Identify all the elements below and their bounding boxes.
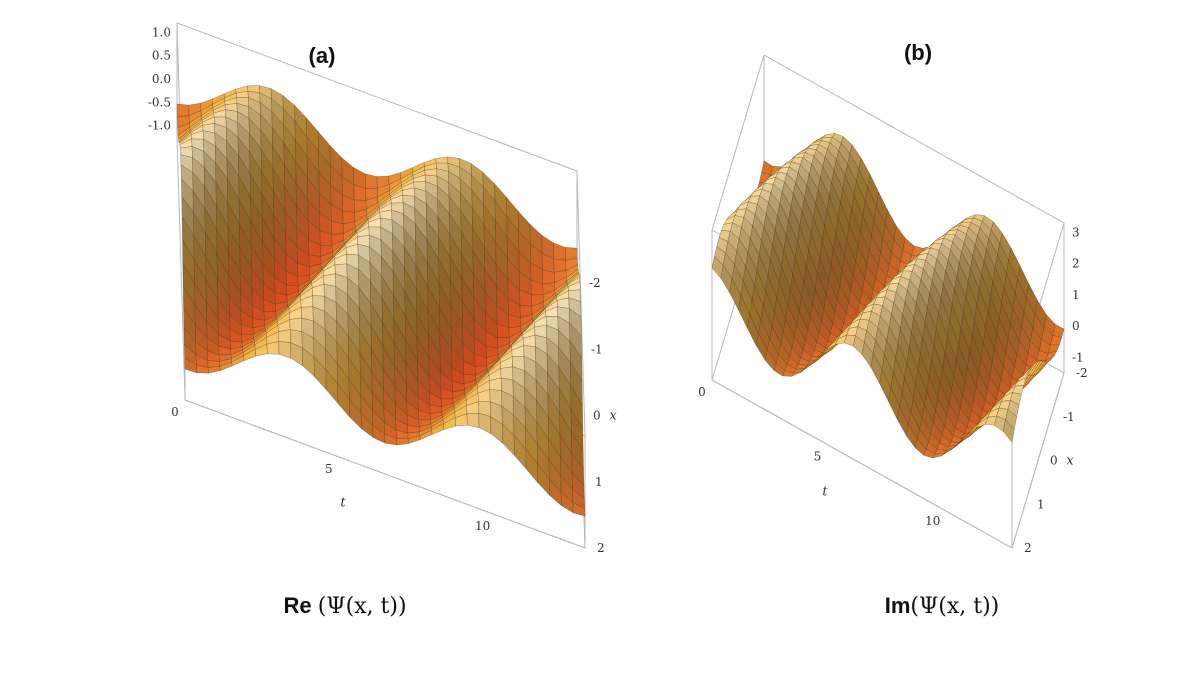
t-tick-label: 5 — [814, 450, 822, 464]
surface-plot-real-part: 0 5 10 -2 -1 0 1 2 1.0 0.5 0.0 -0.5 -1.0 t x — [148, 22, 617, 555]
box-edge-front — [184, 399, 586, 549]
box-edge — [576, 170, 586, 437]
axis-ticks: 0 5 10 -2 -1 0 1 2 -1 0 1 2 3 t x — [698, 225, 1088, 555]
box-edge — [176, 22, 578, 172]
surface-patch — [466, 412, 480, 428]
surface-patch — [435, 156, 449, 164]
box-edge — [176, 134, 186, 401]
box-edge-front — [1011, 372, 1065, 549]
caption-imaginary-part: Im(Ψ(x, t)) — [885, 593, 1000, 619]
box-edge-front — [711, 379, 1013, 549]
z-tick-label: 1 — [1072, 288, 1080, 302]
z-tick-label: 0 — [1072, 319, 1080, 333]
x-axis-label: x — [1066, 454, 1074, 469]
t-axis-label: t — [822, 485, 828, 500]
t-tick-label: 10 — [925, 514, 940, 528]
box-edge — [763, 54, 1065, 224]
z-tick-label: 2 — [1072, 257, 1080, 271]
t-tick-label: 5 — [325, 462, 333, 476]
surface-patch — [365, 173, 378, 189]
surface-patch — [542, 269, 555, 285]
surface-patch — [289, 317, 303, 332]
z-tick-label: 1.0 — [152, 25, 171, 39]
caption-real-prefix: Re — [283, 593, 317, 618]
surface-patch — [553, 258, 567, 273]
t-tick-label: 0 — [698, 385, 706, 399]
panel-a-label: (a) — [309, 43, 336, 68]
surface-patch — [478, 412, 492, 435]
surface-patch — [553, 242, 566, 261]
surface-plot-imaginary-part: 0 5 10 -2 -1 0 1 2 -1 0 1 2 3 t x — [698, 54, 1088, 555]
t-tick-label: 0 — [171, 405, 179, 419]
z-tick-label: -0.5 — [148, 95, 171, 109]
box-edge — [711, 54, 765, 231]
t-tick-label: 10 — [475, 519, 490, 533]
surface-patch — [278, 341, 292, 359]
surface-patch — [572, 502, 586, 517]
x-tick-label: 2 — [1024, 541, 1032, 555]
x-axis-label: x — [609, 409, 617, 424]
surface-patch — [278, 329, 291, 343]
axis-ticks: 0 5 10 -2 -1 0 1 2 1.0 0.5 0.0 -0.5 -1.0 t x — [148, 25, 617, 555]
caption-imaginary-math: (Ψ(x, t)) — [910, 594, 999, 619]
surface-patch — [207, 366, 221, 374]
surface-mesh — [176, 85, 586, 517]
caption-imaginary-prefix: Im — [885, 593, 911, 618]
x-tick-label: -2 — [1076, 366, 1088, 380]
caption-real-math: (Ψ(x, t)) — [318, 594, 407, 619]
x-tick-label: -1 — [1063, 410, 1075, 424]
x-tick-label: 1 — [595, 475, 603, 489]
x-tick-label: 1 — [1037, 497, 1045, 511]
surface-patch — [176, 103, 190, 118]
surface-patch — [396, 438, 409, 446]
z-tick-label: -1 — [1072, 350, 1084, 364]
x-tick-label: -1 — [591, 342, 603, 356]
caption-real-part: Re (Ψ(x, t)) — [283, 593, 406, 619]
z-tick-label: -1.0 — [148, 119, 171, 133]
t-axis-label: t — [340, 496, 346, 511]
z-tick-label: 0.0 — [152, 72, 171, 86]
z-tick-label: 0.5 — [152, 49, 171, 63]
x-tick-label: 0 — [593, 409, 601, 423]
surface-mesh — [711, 132, 1065, 459]
surface-patch — [1002, 419, 1015, 443]
x-tick-label: 2 — [597, 541, 605, 555]
x-tick-label: 0 — [1050, 454, 1058, 468]
x-tick-label: -2 — [589, 276, 601, 290]
panel-b-label: (b) — [904, 40, 932, 65]
z-tick-label: 3 — [1072, 225, 1080, 239]
